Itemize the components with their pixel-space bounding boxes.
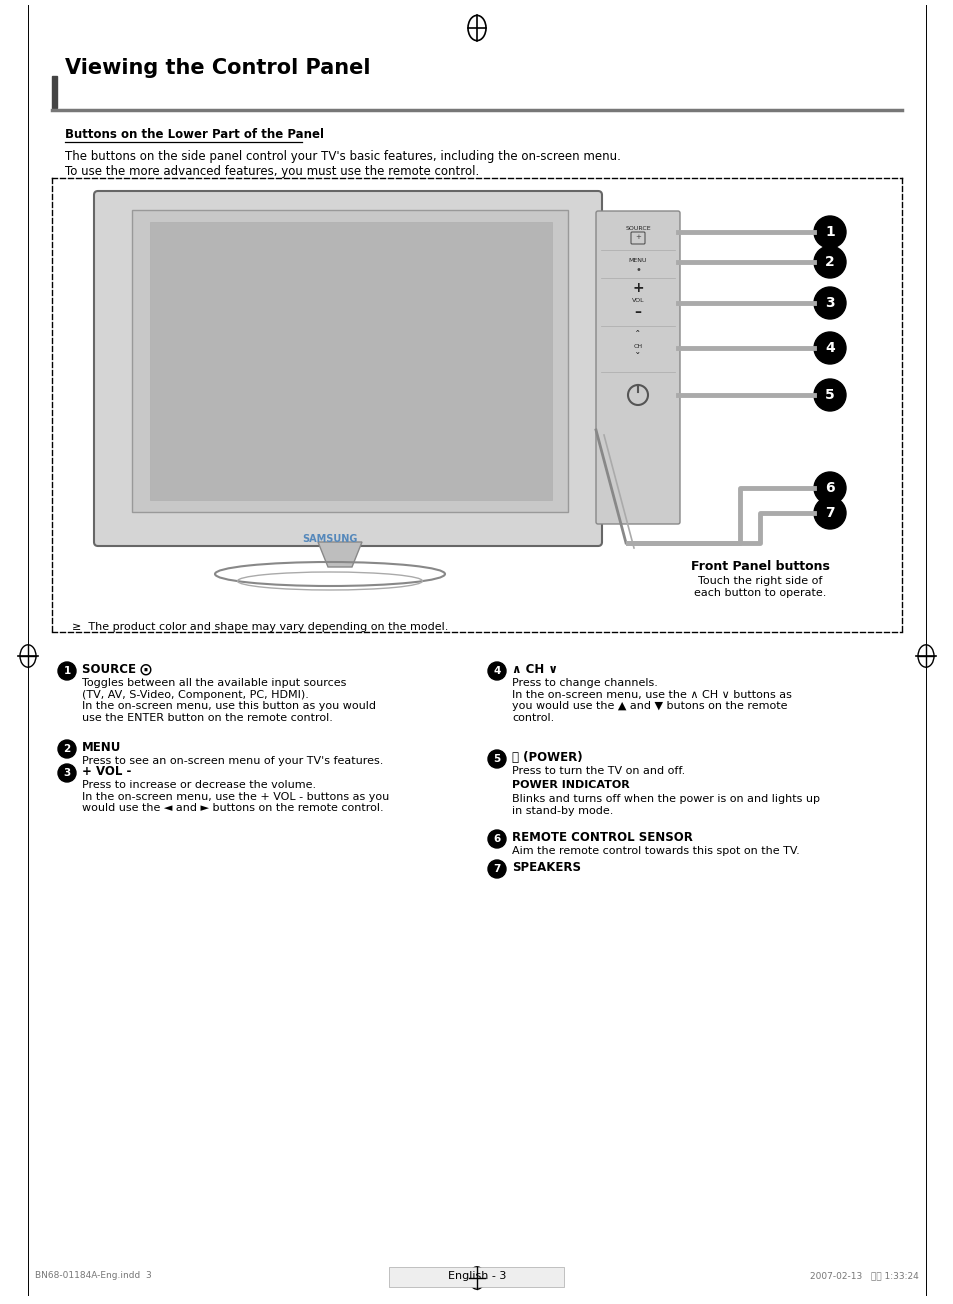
Text: Viewing the Control Panel: Viewing the Control Panel <box>65 57 370 78</box>
Text: MENU: MENU <box>82 741 121 754</box>
Text: 1: 1 <box>63 666 71 675</box>
Bar <box>52 76 57 108</box>
Text: Press to see an on-screen menu of your TV's features.: Press to see an on-screen menu of your T… <box>82 756 383 765</box>
Circle shape <box>488 831 505 848</box>
Polygon shape <box>317 542 361 567</box>
Text: Press to increase or decrease the volume.
In the on-screen menu, use the + VOL -: Press to increase or decrease the volume… <box>82 780 389 814</box>
FancyBboxPatch shape <box>630 232 644 244</box>
Text: English - 3: English - 3 <box>447 1271 506 1281</box>
Circle shape <box>813 216 845 248</box>
Text: Toggles between all the available input sources
(TV, AV, S-Video, Component, PC,: Toggles between all the available input … <box>82 678 375 722</box>
Circle shape <box>813 287 845 319</box>
Text: ⏻ (POWER): ⏻ (POWER) <box>512 751 582 764</box>
Text: •: • <box>635 265 640 275</box>
Text: ≥  The product color and shape may vary depending on the model.: ≥ The product color and shape may vary d… <box>71 622 448 632</box>
Text: + VOL -: + VOL - <box>82 765 132 778</box>
Text: VOL: VOL <box>631 299 643 304</box>
FancyBboxPatch shape <box>596 211 679 524</box>
Text: SOURCE ⨀: SOURCE ⨀ <box>82 662 152 675</box>
Bar <box>150 222 552 499</box>
Text: 7: 7 <box>493 865 500 874</box>
Text: REMOTE CONTROL SENSOR: REMOTE CONTROL SENSOR <box>512 831 692 844</box>
Text: SOURCE: SOURCE <box>624 226 650 231</box>
Text: Touch the right side of
each button to operate.: Touch the right side of each button to o… <box>693 576 825 597</box>
Bar <box>132 210 567 512</box>
Circle shape <box>813 333 845 364</box>
Text: MENU: MENU <box>628 257 646 262</box>
Circle shape <box>488 750 505 768</box>
Text: To use the more advanced features, you must use the remote control.: To use the more advanced features, you m… <box>65 166 478 179</box>
Text: 2: 2 <box>824 256 834 269</box>
Text: 5: 5 <box>493 754 500 764</box>
Text: SAMSUNG: SAMSUNG <box>302 535 357 544</box>
Text: Press to turn the TV on and off.: Press to turn the TV on and off. <box>512 765 684 776</box>
Text: The buttons on the side panel control your TV's basic features, including the on: The buttons on the side panel control yo… <box>65 150 620 163</box>
FancyBboxPatch shape <box>94 190 601 546</box>
Text: Press to change channels.
In the on-screen menu, use the ∧ CH ∨ buttons as
you w: Press to change channels. In the on-scre… <box>512 678 791 722</box>
Text: Front Panel buttons: Front Panel buttons <box>690 559 828 572</box>
Circle shape <box>488 662 505 679</box>
Text: ˇ: ˇ <box>635 353 640 363</box>
Text: +: + <box>635 233 640 240</box>
Text: Buttons on the Lower Part of the Panel: Buttons on the Lower Part of the Panel <box>65 128 324 141</box>
Text: +: + <box>632 280 643 295</box>
Text: ˆ: ˆ <box>635 331 640 342</box>
Text: 7: 7 <box>824 506 834 520</box>
Text: 4: 4 <box>493 666 500 675</box>
Text: 3: 3 <box>824 296 834 310</box>
Text: ∧ CH ∨: ∧ CH ∨ <box>512 662 558 675</box>
Text: Aim the remote control towards this spot on the TV.: Aim the remote control towards this spot… <box>512 846 799 855</box>
Text: 3: 3 <box>63 768 71 778</box>
Circle shape <box>813 246 845 278</box>
Circle shape <box>813 379 845 411</box>
Text: 6: 6 <box>824 481 834 496</box>
Circle shape <box>813 497 845 529</box>
Text: POWER INDICATOR: POWER INDICATOR <box>512 780 629 790</box>
Circle shape <box>813 472 845 505</box>
Circle shape <box>58 739 76 758</box>
Circle shape <box>58 764 76 782</box>
Text: –: – <box>634 305 640 319</box>
Bar <box>389 1267 564 1287</box>
Text: SPEAKERS: SPEAKERS <box>512 861 580 874</box>
Text: 1: 1 <box>824 226 834 239</box>
Text: 6: 6 <box>493 835 500 844</box>
Text: 4: 4 <box>824 342 834 355</box>
Circle shape <box>58 662 76 679</box>
Text: Blinks and turns off when the power is on and lights up
in stand-by mode.: Blinks and turns off when the power is o… <box>512 794 820 815</box>
Text: 2007-02-13   올전 1:33:24: 2007-02-13 올전 1:33:24 <box>809 1271 918 1281</box>
Text: BN68-01184A-Eng.indd  3: BN68-01184A-Eng.indd 3 <box>35 1271 152 1281</box>
Text: 2: 2 <box>63 745 71 754</box>
Text: CH: CH <box>633 344 642 349</box>
Circle shape <box>488 861 505 878</box>
Text: 5: 5 <box>824 389 834 402</box>
